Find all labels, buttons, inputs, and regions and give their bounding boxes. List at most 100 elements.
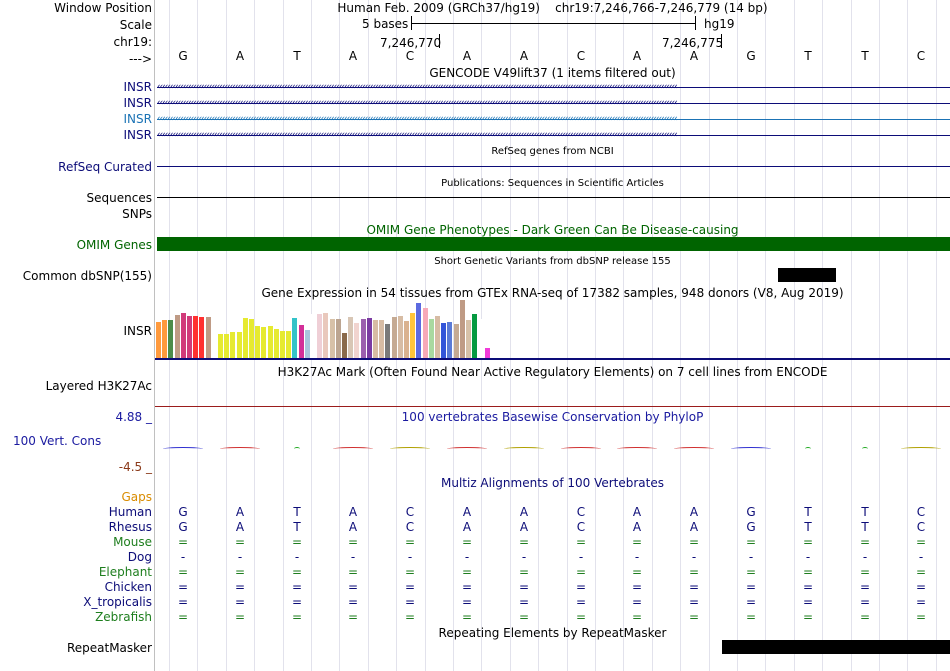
refseq-label[interactable]: RefSeq Curated	[58, 160, 152, 174]
gtex-label[interactable]: INSR	[123, 324, 152, 338]
gtex-tissue-bar[interactable]	[311, 314, 316, 358]
gtex-tissue-bar[interactable]	[367, 318, 372, 358]
sequences-label[interactable]: Sequences	[86, 191, 152, 205]
gtex-tissue-bar[interactable]	[181, 313, 186, 358]
phylop-score-mark[interactable]	[731, 447, 771, 451]
phylop-score-mark[interactable]	[617, 447, 657, 451]
gtex-tissue-bar[interactable]	[435, 316, 440, 358]
phylop-score-mark[interactable]	[163, 447, 203, 451]
gtex-tissue-bar[interactable]	[175, 315, 180, 358]
gtex-tissue-bar[interactable]	[441, 323, 446, 358]
gtex-tissue-bar[interactable]	[410, 313, 415, 358]
phylop-score-mark[interactable]	[862, 447, 868, 451]
gtex-tissue-bar[interactable]	[373, 320, 378, 358]
gtex-tissue-bar[interactable]	[423, 308, 428, 358]
phylop-score-mark[interactable]	[294, 447, 300, 451]
gtex-tissue-bar[interactable]	[224, 334, 229, 358]
gtex-tissue-bar[interactable]	[361, 319, 366, 358]
dbsnp-variant[interactable]	[778, 268, 836, 282]
gtex-tissue-bar[interactable]	[478, 319, 483, 358]
gtex-tissue-bar[interactable]	[168, 320, 173, 358]
phylop-label[interactable]: 100 Vert. Cons	[13, 434, 102, 448]
phylop-score-mark[interactable]	[674, 447, 714, 451]
multiz-species-label[interactable]: Zebrafish	[95, 610, 152, 624]
phylop-score-mark[interactable]	[561, 447, 601, 451]
gtex-tissue-bar[interactable]	[230, 332, 235, 358]
gtex-tissue-bar[interactable]	[466, 320, 471, 358]
omim-label[interactable]: OMIM Genes	[76, 238, 152, 252]
gtex-tissue-bar[interactable]	[336, 319, 341, 358]
gtex-tissue-bar[interactable]	[268, 326, 273, 358]
gtex-tissue-bar[interactable]	[317, 314, 322, 358]
repeatmasker-element[interactable]	[722, 640, 950, 654]
gtex-tissue-bar[interactable]	[187, 316, 192, 358]
gtex-tissue-bar[interactable]	[249, 319, 254, 358]
gtex-tissue-bar[interactable]	[193, 316, 198, 358]
gtex-tissue-bar[interactable]	[485, 348, 490, 358]
gtex-tissue-bar[interactable]	[299, 325, 304, 358]
multiz-species-label[interactable]: X_tropicalis	[83, 595, 152, 609]
gtex-tissue-bar[interactable]	[429, 319, 434, 358]
gtex-tissue-bar[interactable]	[472, 314, 477, 358]
phylop-score-mark[interactable]	[447, 447, 487, 451]
gencode-transcript-label[interactable]: INSR	[123, 112, 152, 126]
gtex-tissue-bar[interactable]	[218, 334, 223, 358]
gtex-tissue-bar[interactable]	[206, 317, 211, 358]
publications-line[interactable]	[157, 197, 950, 198]
gtex-tissue-bar[interactable]	[342, 333, 347, 358]
gtex-tissue-bar[interactable]	[323, 313, 328, 358]
gtex-bar-chart[interactable]	[155, 300, 535, 358]
gtex-tissue-bar[interactable]	[354, 323, 359, 358]
multiz-species-label[interactable]: Chicken	[104, 580, 152, 594]
refseq-gene-line[interactable]	[157, 166, 950, 167]
repeatmasker-label[interactable]: RepeatMasker	[66, 641, 152, 655]
gtex-tissue-bar[interactable]	[286, 331, 291, 358]
gtex-tissue-bar[interactable]	[392, 317, 397, 358]
multiz-species-label[interactable]: Rhesus	[108, 520, 152, 534]
gtex-tissue-bar[interactable]	[162, 320, 167, 358]
gencode-transcript-label[interactable]: INSR	[123, 128, 152, 142]
gtex-tissue-bar[interactable]	[379, 320, 384, 358]
gtex-tissue-bar[interactable]	[261, 327, 266, 358]
gaps-label[interactable]: Gaps	[121, 490, 152, 504]
phylop-score-mark[interactable]	[805, 447, 811, 451]
gtex-tissue-bar[interactable]	[274, 329, 279, 358]
gtex-tissue-bar[interactable]	[385, 324, 390, 358]
multiz-species-label[interactable]: Mouse	[113, 535, 152, 549]
h3k27ac-label[interactable]: Layered H3K27Ac	[45, 379, 152, 393]
multiz-species-label[interactable]: Dog	[127, 550, 152, 564]
gtex-tissue-bar[interactable]	[243, 318, 248, 358]
gtex-tissue-bar[interactable]	[447, 322, 452, 358]
gtex-tissue-bar[interactable]	[330, 319, 335, 358]
gtex-tissue-bar[interactable]	[348, 317, 353, 358]
gencode-transcript-line[interactable]: ‹‹‹‹‹‹‹‹‹‹‹‹‹‹‹‹‹‹‹‹‹‹‹‹‹‹‹‹‹‹‹‹‹‹‹‹‹‹‹‹…	[157, 99, 950, 108]
gencode-transcript-line[interactable]: ‹‹‹‹‹‹‹‹‹‹‹‹‹‹‹‹‹‹‹‹‹‹‹‹‹‹‹‹‹‹‹‹‹‹‹‹‹‹‹‹…	[157, 131, 950, 140]
gencode-transcript-label[interactable]: INSR	[123, 96, 152, 110]
multiz-species-label[interactable]: Human	[108, 505, 152, 519]
gtex-tissue-bar[interactable]	[255, 326, 260, 358]
gtex-tissue-bar[interactable]	[305, 330, 310, 358]
gtex-tissue-bar[interactable]	[454, 324, 459, 358]
snps-label[interactable]: SNPs	[122, 207, 152, 221]
phylop-score-mark[interactable]	[220, 447, 260, 451]
gencode-transcript-line[interactable]: ‹‹‹‹‹‹‹‹‹‹‹‹‹‹‹‹‹‹‹‹‹‹‹‹‹‹‹‹‹‹‹‹‹‹‹‹‹‹‹‹…	[157, 115, 950, 124]
phylop-score-mark[interactable]	[333, 447, 373, 451]
gtex-tissue-bar[interactable]	[199, 317, 204, 358]
multiz-species-label[interactable]: Elephant	[98, 565, 152, 579]
gtex-tissue-bar[interactable]	[292, 318, 297, 358]
phylop-score-mark[interactable]	[504, 447, 544, 451]
phylop-score-mark[interactable]	[901, 447, 941, 451]
gtex-tissue-bar[interactable]	[404, 321, 409, 358]
gtex-tissue-bar[interactable]	[280, 331, 285, 358]
gtex-tissue-bar[interactable]	[460, 300, 465, 358]
gencode-transcript-label[interactable]: INSR	[123, 80, 152, 94]
gencode-transcript-line[interactable]: ‹‹‹‹‹‹‹‹‹‹‹‹‹‹‹‹‹‹‹‹‹‹‹‹‹‹‹‹‹‹‹‹‹‹‹‹‹‹‹‹…	[157, 83, 950, 92]
h3k27ac-signal-line[interactable]	[155, 406, 950, 407]
gtex-tissue-bar[interactable]	[398, 316, 403, 358]
dbsnp-label[interactable]: Common dbSNP(155)	[22, 269, 152, 283]
omim-gene-bar[interactable]	[157, 237, 950, 251]
phylop-score-mark[interactable]	[390, 447, 430, 451]
gtex-tissue-bar[interactable]	[416, 303, 421, 358]
gtex-tissue-bar[interactable]	[156, 322, 161, 358]
gtex-tissue-bar[interactable]	[212, 320, 217, 358]
